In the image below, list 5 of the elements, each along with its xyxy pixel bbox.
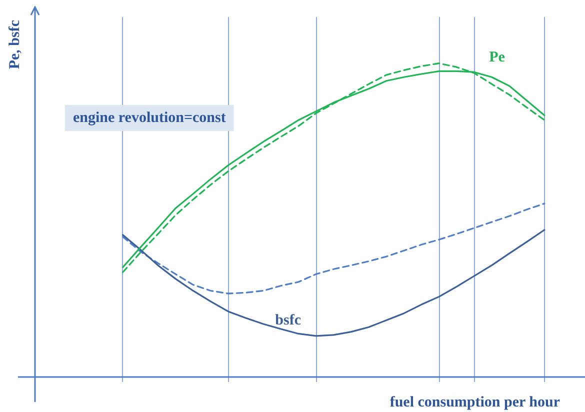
y-axis-title: Pe, bsfc (6, 20, 23, 70)
x-axis-title: fuel consumption per hour (390, 394, 560, 410)
series-label: bsfc (275, 312, 302, 328)
annotation: engine revolution=const (73, 110, 226, 126)
series-label: Pe (489, 50, 506, 66)
